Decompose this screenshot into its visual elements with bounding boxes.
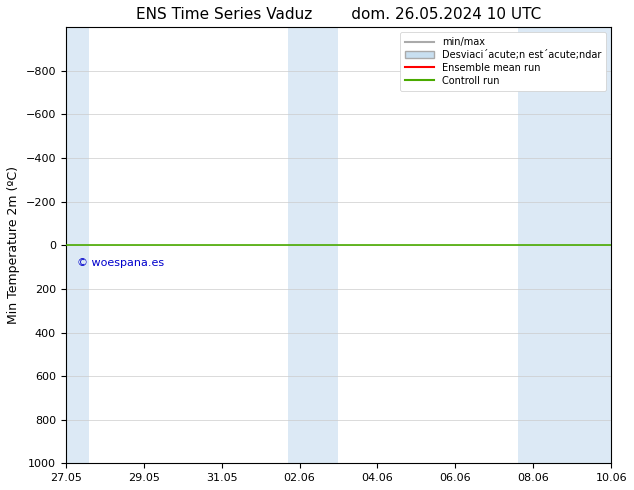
Bar — [288, 27, 339, 464]
Title: ENS Time Series Vaduz        dom. 26.05.2024 10 UTC: ENS Time Series Vaduz dom. 26.05.2024 10… — [136, 7, 541, 22]
Bar — [66, 27, 89, 464]
Bar — [518, 27, 631, 464]
Legend: min/max, Desviaci´acute;n est´acute;ndar, Ensemble mean run, Controll run: min/max, Desviaci´acute;n est´acute;ndar… — [400, 32, 606, 91]
Y-axis label: Min Temperature 2m (ºC): Min Temperature 2m (ºC) — [7, 166, 20, 324]
Text: © woespana.es: © woespana.es — [77, 258, 165, 269]
